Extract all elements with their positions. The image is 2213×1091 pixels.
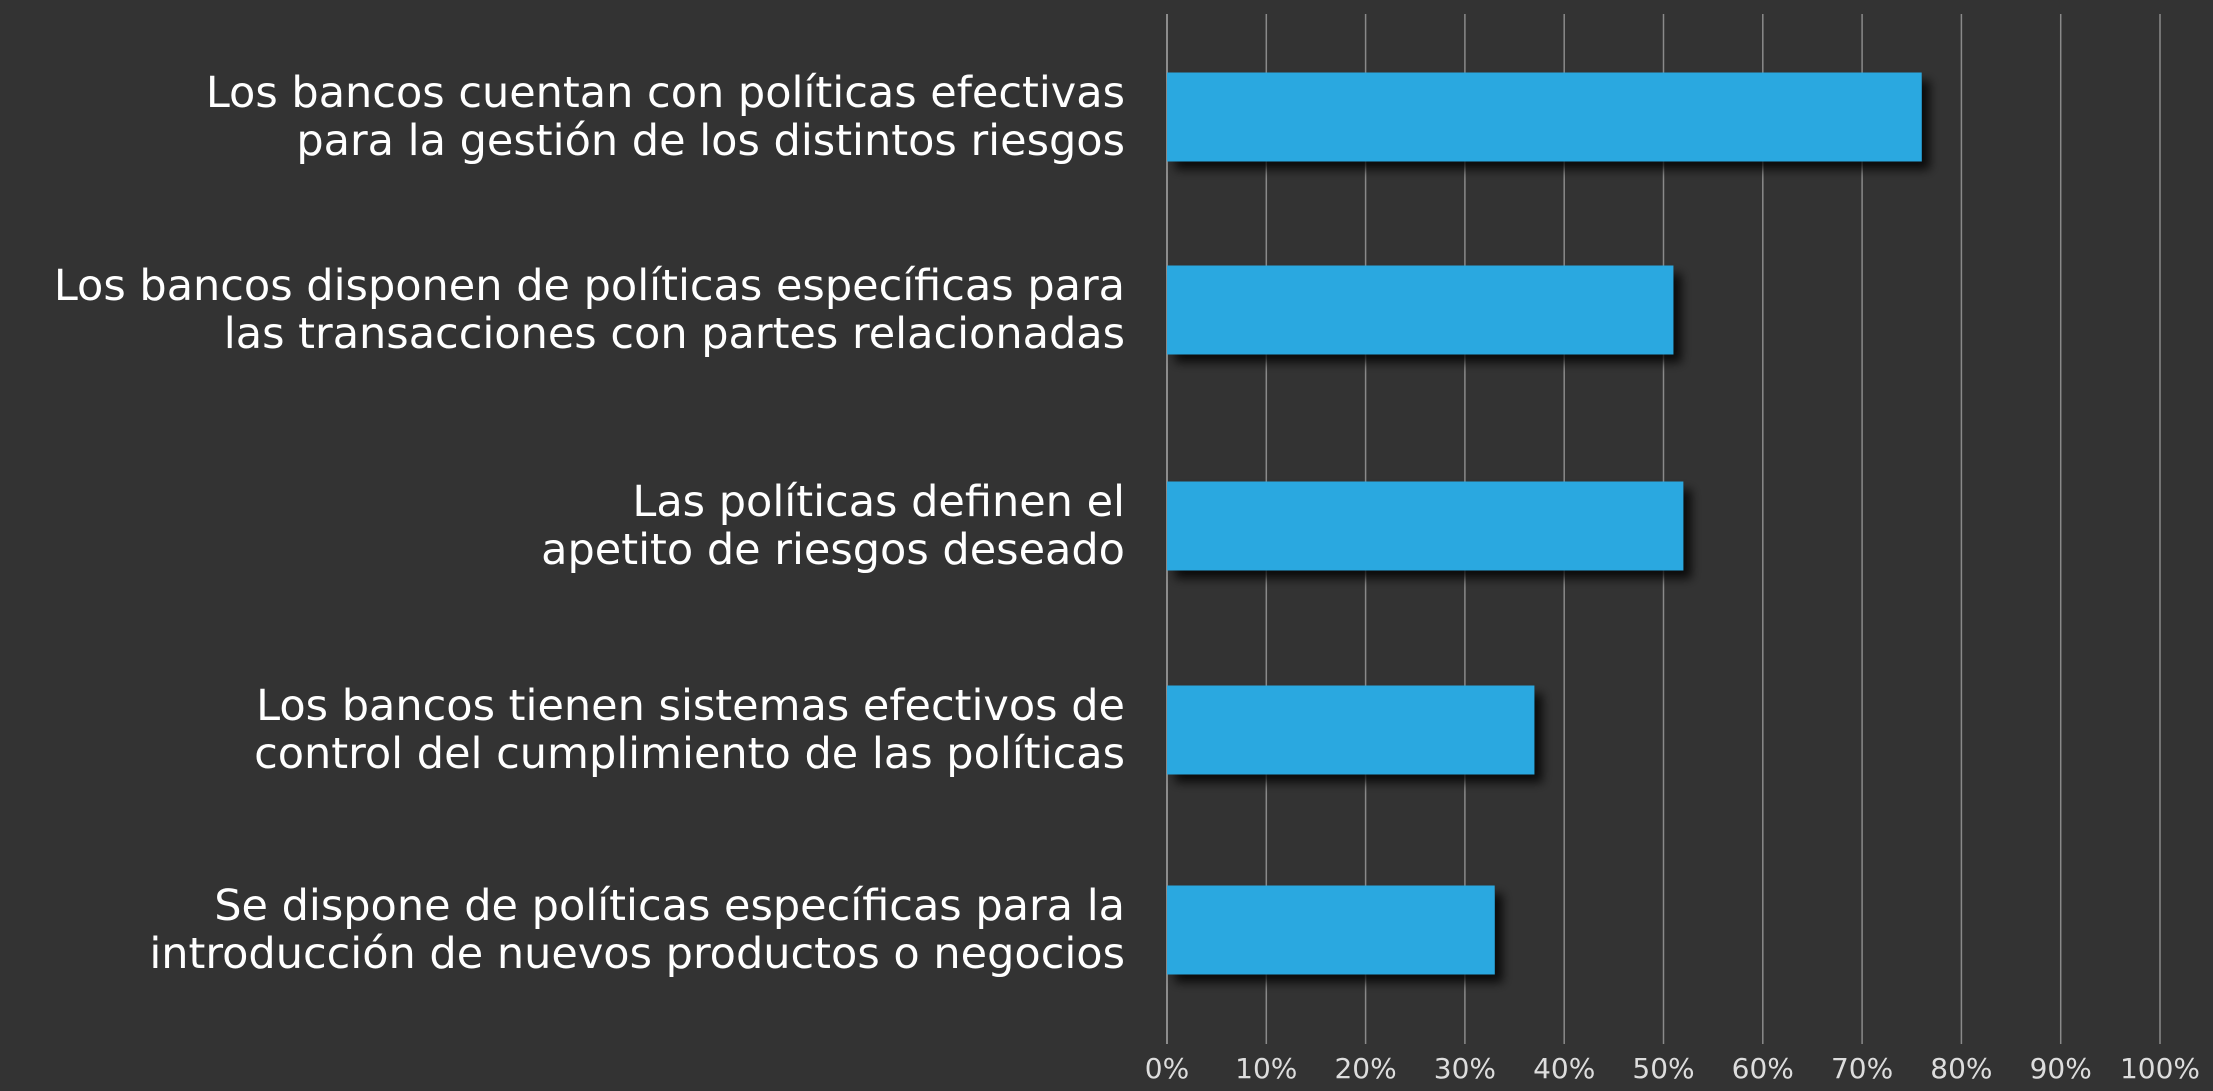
x-tick-label: 10% bbox=[1235, 1052, 1297, 1085]
x-tick-label: 50% bbox=[1632, 1052, 1694, 1085]
x-tick-label: 40% bbox=[1533, 1052, 1595, 1085]
x-tick-label: 80% bbox=[1930, 1052, 1992, 1085]
x-tick-label: 60% bbox=[1732, 1052, 1794, 1085]
category-label: Los bancos cuentan con políticas efectiv… bbox=[205, 68, 1125, 166]
category-label: Los bancos disponen de políticas específ… bbox=[53, 261, 1125, 359]
bar bbox=[1167, 481, 1684, 571]
x-tick-label: 70% bbox=[1831, 1052, 1893, 1085]
category-label: Se dispone de políticas específicas para… bbox=[149, 881, 1125, 979]
category-label: Las políticas definen el apetito de ries… bbox=[541, 477, 1125, 575]
category-label: Los bancos tienen sistemas efectivos de … bbox=[254, 681, 1125, 779]
x-tick-label: 90% bbox=[2030, 1052, 2092, 1085]
x-tick-label: 20% bbox=[1334, 1052, 1396, 1085]
x-tick-label: 100% bbox=[2120, 1052, 2200, 1085]
bar bbox=[1167, 885, 1495, 975]
bar bbox=[1167, 72, 1922, 162]
x-tick-label: 0% bbox=[1145, 1052, 1189, 1085]
bar bbox=[1167, 265, 1674, 355]
x-tick-label: 30% bbox=[1434, 1052, 1496, 1085]
bar bbox=[1167, 685, 1535, 775]
